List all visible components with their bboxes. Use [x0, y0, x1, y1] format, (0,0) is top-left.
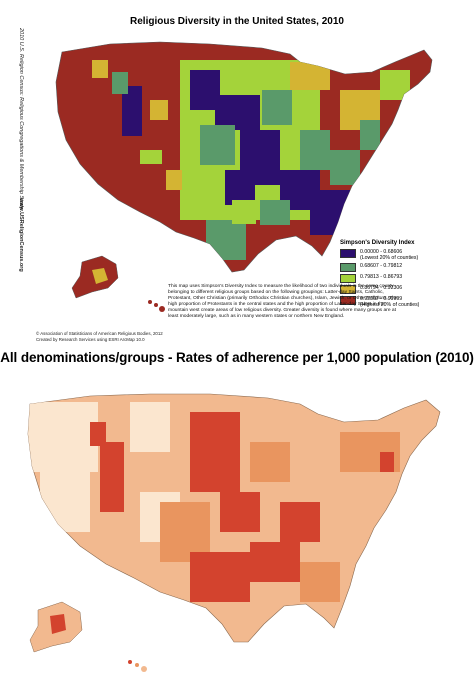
legend-swatch [340, 296, 356, 305]
diversity-map-panel: 2010 U.S. Religion Census: Religious Con… [0, 0, 474, 342]
legend-swatch [340, 249, 356, 258]
legend-row-2: 0.68607 - 0.79812 [340, 263, 470, 272]
hawaii-shape [128, 660, 147, 672]
map-description: This map uses Simpson's Diversity Index … [168, 284, 398, 320]
hawaii-shape [148, 300, 165, 312]
legend-swatch [340, 285, 356, 294]
legend-swatch [340, 263, 356, 272]
credit-line-2: Created by Research Services using ESRI … [36, 336, 145, 342]
diversity-legend: Simpson's Diversity Index 0.00000 - 0.68… [340, 240, 470, 310]
credit-line-1: © Association of Statisticians of Americ… [36, 331, 163, 336]
legend-title: Simpson's Diversity Index [340, 240, 415, 246]
legend-row-4: 0.86794 - 0.92306 [340, 285, 470, 294]
legend-swatch [340, 274, 356, 283]
adherence-map-panel: All denominations/groups - Rates of adhe… [0, 342, 474, 686]
legend-row-3: 0.79813 - 0.86793 [340, 274, 470, 283]
diversity-map-title: Religious Diversity in the United States… [130, 16, 344, 27]
adherence-map-title: All denominations/groups - Rates of adhe… [0, 350, 474, 365]
legend-row-5: 0.92307 - 0.99999 (Highest 20% of countie… [340, 296, 470, 308]
adherence-map [27, 393, 441, 672]
diversity-map [55, 41, 433, 312]
legend-row-1: 0.00000 - 0.68606 (Lowest 20% of counties… [340, 249, 470, 261]
map-credit: © Association of Statisticians of Americ… [36, 331, 163, 342]
